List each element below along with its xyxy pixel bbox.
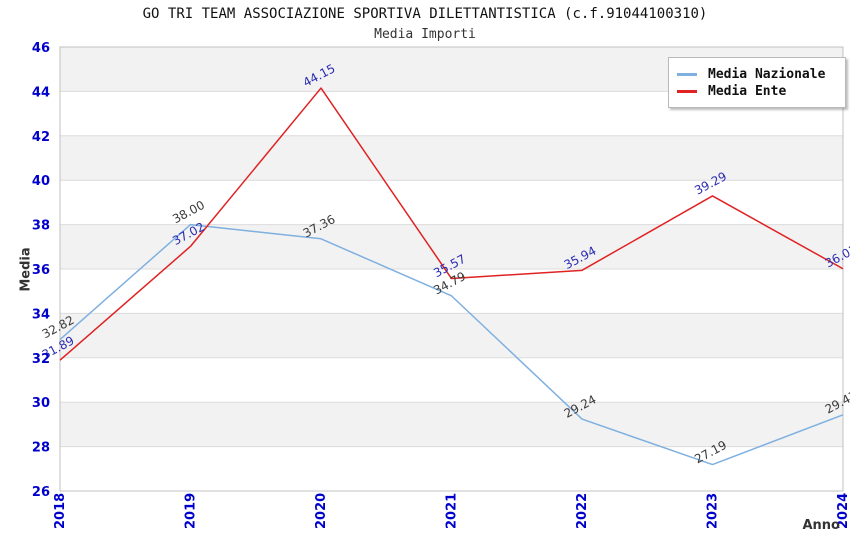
series-line-media-nazionale: [59, 223, 844, 466]
y-tick-label: 26: [32, 485, 50, 500]
x-tick-label: 2019: [184, 493, 199, 529]
y-tick-label: 38: [32, 219, 50, 234]
chart-subtitle: Media Importi: [374, 27, 476, 42]
x-tick-label: 2020: [314, 493, 329, 529]
y-tick-label: 28: [32, 441, 50, 456]
y-tick-label: 32: [32, 352, 50, 367]
x-tick-label: 2024: [836, 493, 850, 529]
y-tick-label: 46: [32, 41, 50, 56]
x-tick-label: 2023: [706, 493, 721, 529]
plot-band: [60, 135, 843, 181]
legend-item-media-nazionale: Media Nazionale: [677, 67, 837, 82]
media-nazionale-line-swatch-icon: [677, 73, 697, 76]
plot-band: [60, 402, 843, 447]
y-tick-label: 30: [32, 396, 50, 411]
chart-title: GO TRI TEAM ASSOCIAZIONE SPORTIVA DILETT…: [142, 6, 708, 22]
legend-label-media-nazionale: Media Nazionale: [708, 67, 826, 82]
plot-band: [60, 269, 843, 314]
media-ente-line-swatch-icon: [677, 90, 697, 93]
legend: Media Nazionale Media Ente: [668, 57, 846, 108]
y-tick-label: 36: [32, 263, 50, 278]
x-tick-label: 2021: [445, 493, 460, 529]
legend-item-media-ente: Media Ente: [677, 84, 837, 99]
y-tick-label: 40: [32, 174, 50, 189]
y-tick-label: 44: [32, 85, 50, 100]
x-axis-title: Anno: [802, 518, 840, 533]
y-tick-label: 34: [32, 307, 50, 322]
plot-band: [60, 313, 843, 358]
plot-band: [60, 446, 843, 491]
plot-band: [60, 357, 843, 403]
plot-band: [60, 180, 843, 225]
x-tick-label: 2018: [53, 493, 68, 529]
plot-border: [59, 46, 844, 492]
series-line-media-ente: [59, 87, 844, 361]
y-tick-label: 42: [32, 130, 50, 145]
x-tick-label: 2022: [575, 493, 590, 529]
y-axis-title: Media: [18, 247, 34, 292]
legend-label-media-ente: Media Ente: [708, 84, 787, 99]
